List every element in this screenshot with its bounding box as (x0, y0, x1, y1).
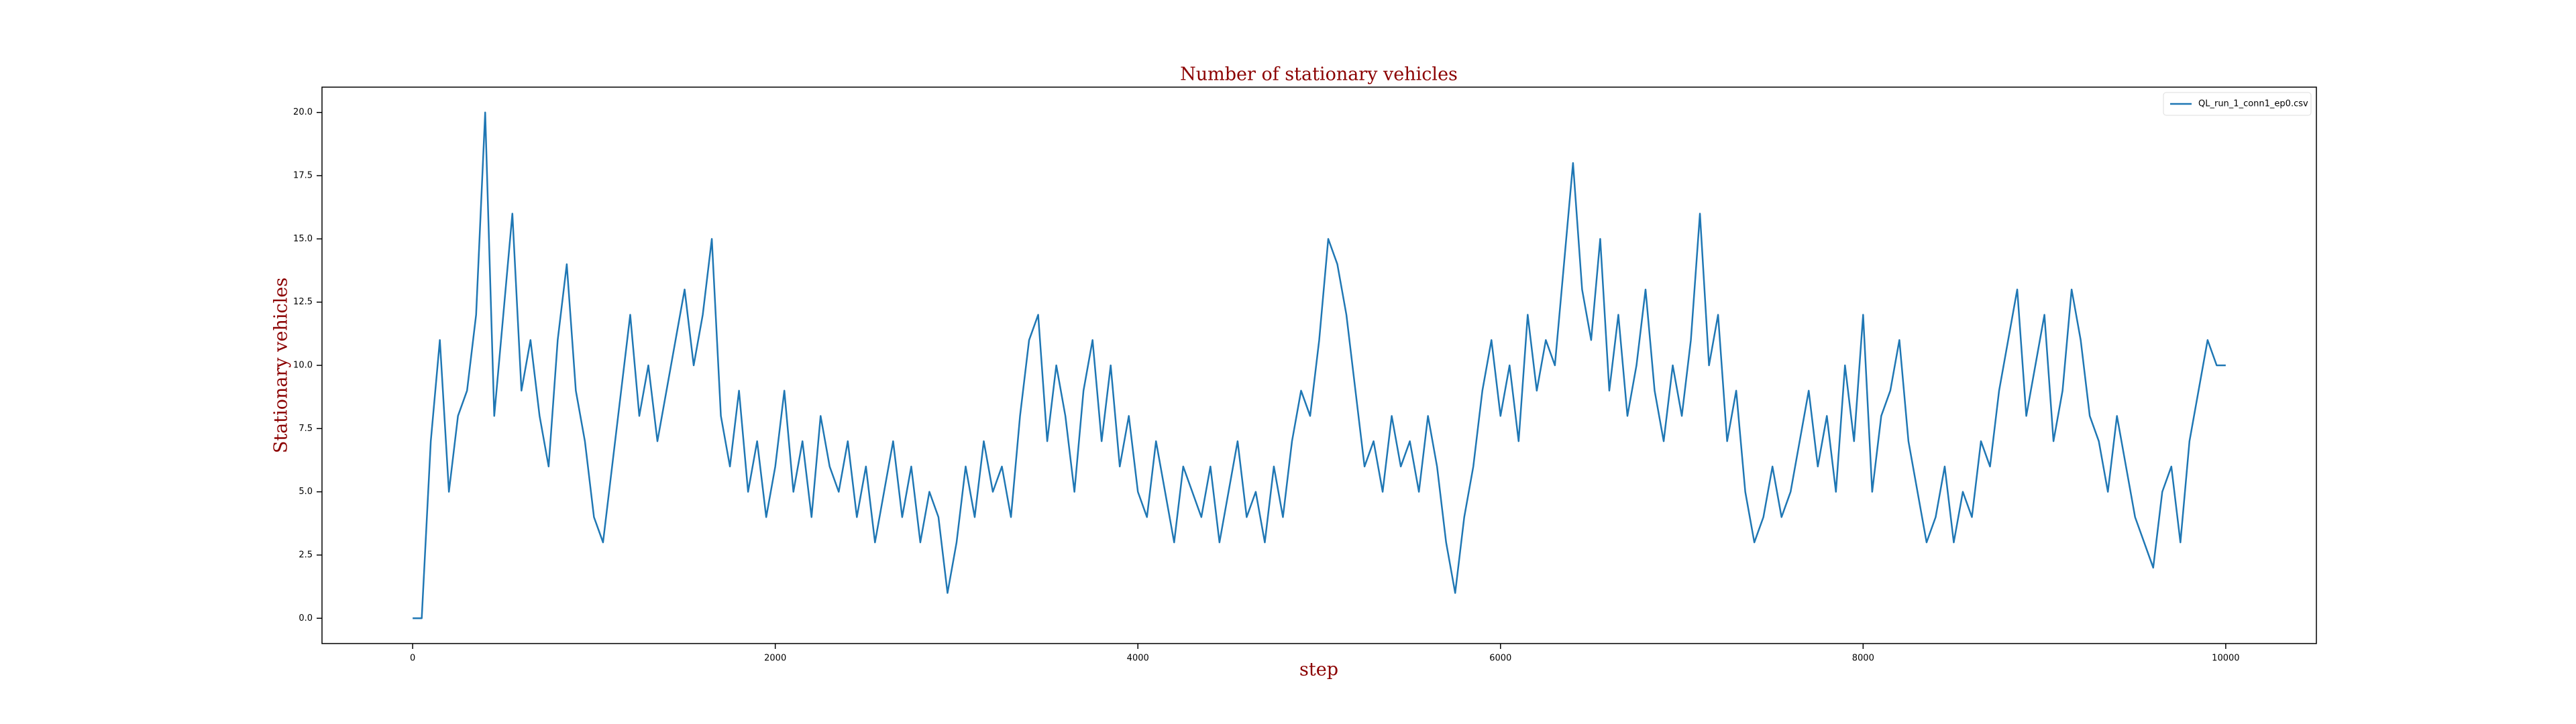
y-tick-label: 15.0 (293, 234, 313, 244)
x-tick-label: 4000 (1127, 654, 1149, 664)
y-tick-label: 12.5 (293, 297, 313, 307)
plot-frame (321, 86, 2317, 644)
y-tick-label: 20.0 (293, 107, 313, 117)
x-axis-label: step (1299, 660, 1338, 680)
y-tick-label: 5.0 (299, 487, 313, 497)
y-tick-label: 0.0 (299, 613, 313, 623)
y-tick-label: 2.5 (299, 550, 313, 560)
legend-label: QL_run_1_conn1_ep0.csv (2198, 99, 2308, 109)
chart-title: Number of stationary vehicles (1180, 64, 1458, 85)
legend-box (2163, 92, 2312, 116)
data-line (413, 111, 2226, 619)
x-tick-label: 0 (410, 654, 415, 664)
x-tick-label: 2000 (764, 654, 786, 664)
x-tick-label: 6000 (1489, 654, 1511, 664)
y-tick-label: 7.5 (299, 424, 313, 434)
y-axis-label: Stationary vehicles (271, 278, 292, 453)
x-tick-label: 8000 (1852, 654, 1874, 664)
y-tick-label: 10.0 (293, 361, 313, 371)
x-tick-label: 10000 (2212, 654, 2239, 664)
y-tick-label: 17.5 (293, 171, 313, 181)
